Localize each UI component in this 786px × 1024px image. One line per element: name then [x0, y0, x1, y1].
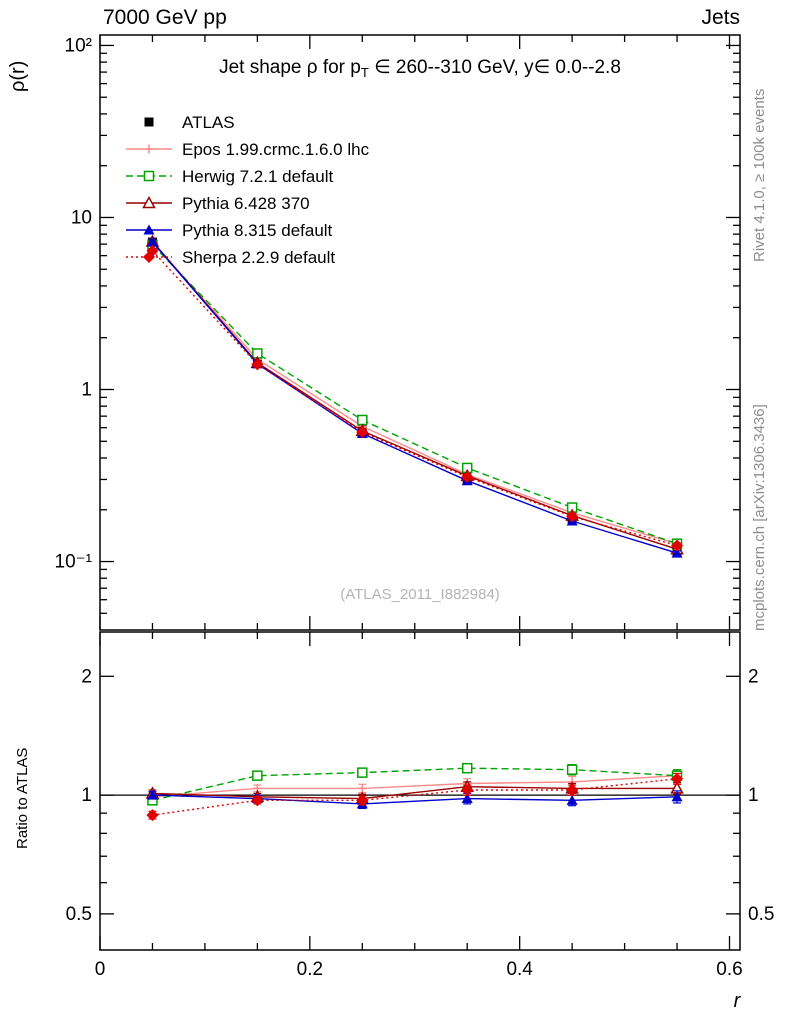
- ratio-panel: 0 0.2 0.4 0.6 2 2 1 1 0.5 0.5: [66, 631, 775, 980]
- svg-text:Sherpa 2.2.9 default: Sherpa 2.2.9 default: [182, 248, 335, 267]
- plot-frame: [99, 631, 741, 951]
- series-atlas: [147, 237, 682, 557]
- series-herwig-7-2-1-default: [147, 239, 683, 549]
- svg-text:0.2: 0.2: [297, 959, 323, 980]
- svg-text:10⁻¹: 10⁻¹: [55, 552, 93, 573]
- svg-text:10²: 10²: [65, 35, 92, 56]
- analysis-type-label: Jets: [701, 6, 740, 29]
- svg-text:10: 10: [71, 207, 92, 228]
- plot-title-subscript: T: [361, 65, 369, 80]
- series-pythia-8-315-default: [146, 236, 683, 558]
- svg-text:0.4: 0.4: [506, 959, 533, 980]
- plot-title-post: ∈ 260--310 GeV, y∈ 0.0--2.8: [369, 57, 621, 78]
- svg-text:2: 2: [81, 666, 92, 687]
- svg-text:0.5: 0.5: [66, 904, 92, 925]
- svg-text:Epos 1.99.crmc.1.6.0 lhc: Epos 1.99.crmc.1.6.0 lhc: [182, 140, 370, 159]
- main-y-axis-title: ρ(r): [7, 61, 29, 92]
- legend-item: Pythia 8.315 default: [126, 221, 333, 240]
- plot-title-pre: Jet shape ρ for p: [219, 57, 361, 78]
- legend: ATLAS Epos 1.99.crmc.1.6.0 lhc Herwig 7.2.…: [126, 113, 370, 267]
- legend-item: Sherpa 2.2.9 default: [126, 248, 335, 267]
- axis-ticks: [99, 632, 740, 950]
- plot-frame: [99, 34, 741, 631]
- svg-text:0.6: 0.6: [716, 959, 742, 980]
- mcplots-arxiv-note: mcplots.cern.ch [arXiv:1306.3436]: [751, 404, 768, 631]
- svg-text:1: 1: [81, 380, 92, 401]
- series-epos-1-99-crmc-1-6-0-lhc: [147, 769, 682, 802]
- svg-text:Pythia 8.315 default: Pythia 8.315 default: [182, 221, 333, 240]
- ratio-y-axis-title: Ratio to ATLAS: [14, 748, 31, 849]
- tick-labels: 10² 10 1 10⁻¹: [55, 35, 93, 572]
- collision-energy-label: 7000 GeV pp: [103, 6, 227, 29]
- main-panel: 10² 10 1 10⁻¹ ATLAS Epos 1.99.crmc.1.6.0 lhc H…: [55, 34, 741, 631]
- svg-text:Herwig 7.2.1 default: Herwig 7.2.1 default: [182, 167, 333, 186]
- plot-title: Jet shape ρ for pT ∈ 260--310 GeV, y∈ 0.…: [219, 57, 621, 80]
- series-sherpa-2-2-9-default: [146, 244, 684, 552]
- legend-item: ATLAS: [144, 113, 235, 132]
- legend-item: Herwig 7.2.1 default: [126, 167, 333, 186]
- svg-text:1: 1: [81, 785, 92, 806]
- svg-text:0: 0: [95, 959, 106, 980]
- svg-text:2: 2: [748, 666, 759, 687]
- analysis-id-watermark: (ATLAS_2011_I882984): [340, 586, 500, 603]
- series-pythia-6-428-370: [145, 234, 684, 555]
- svg-text:ATLAS: ATLAS: [182, 113, 235, 132]
- rivet-version-note: Rivet 4.1.0, ≥ 100k events: [751, 89, 768, 262]
- legend-item: Pythia 6.428 370: [126, 194, 310, 213]
- axis-ticks: [99, 35, 740, 630]
- legend-item: Epos 1.99.crmc.1.6.0 lhc: [126, 140, 370, 159]
- svg-text:1: 1: [748, 785, 759, 806]
- series-epos-1-99-crmc-1-6-0-lhc: [147, 238, 682, 549]
- svg-text:Pythia 6.428 370: Pythia 6.428 370: [182, 194, 310, 213]
- series-sherpa-2-2-9-default: [146, 772, 684, 822]
- x-axis-title: r: [734, 990, 742, 1012]
- tick-labels: 0 0.2 0.4 0.6 2 2 1 1 0.5 0.5: [66, 666, 775, 980]
- svg-text:0.5: 0.5: [748, 904, 774, 925]
